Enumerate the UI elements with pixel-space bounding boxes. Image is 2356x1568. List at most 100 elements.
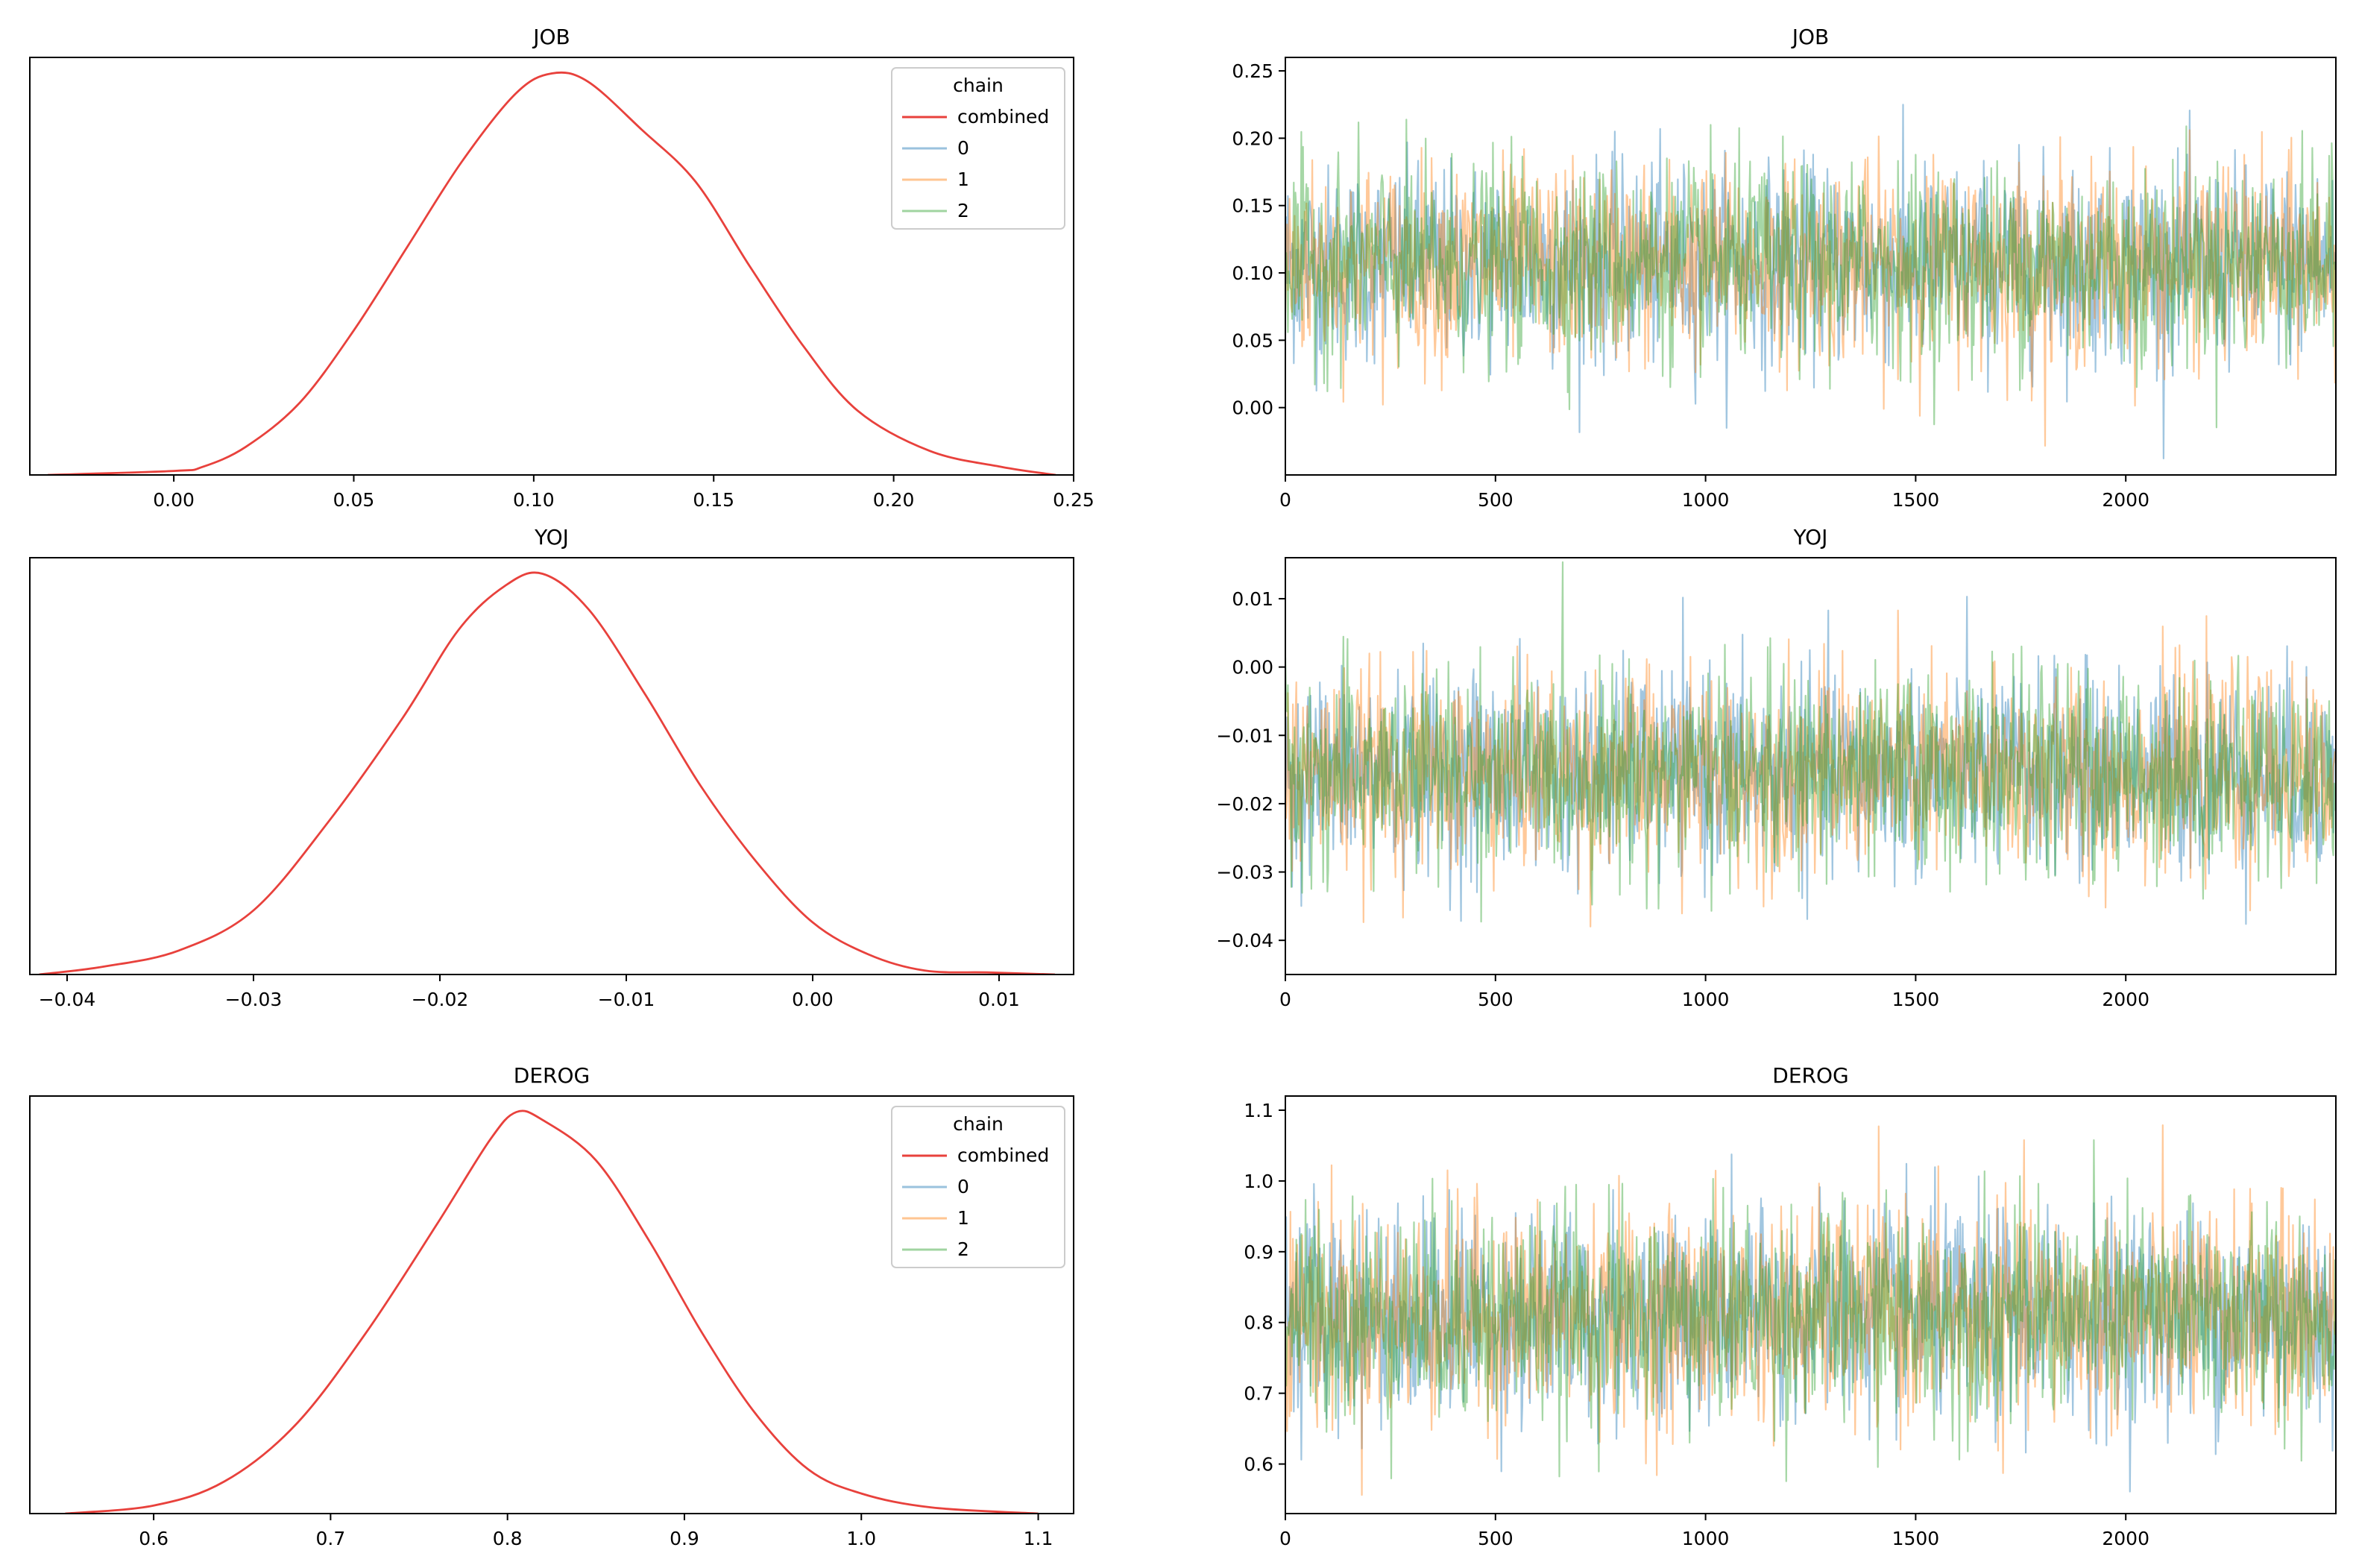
- y-tick-label: 0.01: [1232, 588, 1273, 610]
- chart-panel-2: YOJ −0.04 −0.03 −0.02 −0.01 0.00 0.01: [29, 525, 1074, 1010]
- x-tick-label: 0.8: [493, 1528, 523, 1549]
- y-tick-label: 1.0: [1244, 1171, 1273, 1192]
- x-tick-label: 0.15: [693, 489, 734, 511]
- legend-title: chain: [953, 1113, 1004, 1135]
- plot-area: [1285, 561, 2336, 928]
- legend-entry-combined: combined: [957, 1144, 1049, 1166]
- plot-area: [48, 71, 1056, 475]
- x-tick-label: 0: [1279, 989, 1291, 1010]
- chart-panel-4: DEROG 0.6 0.7 0.8 0.9 1.0 1.1 chain combined 0 1 2: [29, 1063, 1074, 1549]
- y-tick-label: 1.1: [1244, 1100, 1273, 1121]
- trace-line-chain-1: [1285, 1124, 2336, 1496]
- y-tick-label: 0.7: [1244, 1383, 1273, 1405]
- y-tick-label: −0.04: [1216, 930, 1273, 951]
- x-tick-label: −0.01: [598, 989, 655, 1010]
- chart-panel-1: JOB 0 500 1000 1500 2000 0.00 0.05 0.10 0.15 0.20 0…: [1232, 25, 2337, 511]
- y-tick-label: 0.05: [1232, 330, 1273, 351]
- x-tick-label: 0: [1279, 489, 1291, 511]
- x-tick-label: 1.1: [1024, 1528, 1053, 1549]
- x-tick-label: 500: [1478, 989, 1514, 1010]
- x-tick-label: 1.0: [846, 1528, 876, 1549]
- axes-frame: [29, 1095, 1074, 1514]
- y-tick-label: 0.15: [1232, 195, 1273, 217]
- legend-entry-1: 1: [957, 1207, 969, 1229]
- y-tick-label: 0.8: [1244, 1312, 1273, 1334]
- axes-frame: [1285, 1095, 2337, 1514]
- x-tick-label: 1500: [1892, 1528, 1940, 1549]
- y-tick-label: 0.6: [1244, 1454, 1273, 1476]
- x-tick-label: 500: [1478, 1528, 1514, 1549]
- trace-line-chain-1: [1285, 609, 2336, 928]
- trace-line-chain-0: [1285, 596, 2336, 925]
- x-tick-label: 0.01: [978, 989, 1020, 1010]
- chart-title: JOB: [532, 25, 570, 49]
- axes-frame: [1285, 557, 2337, 975]
- x-tick-label: 0.6: [139, 1528, 168, 1549]
- trace-line-chain-2: [1285, 119, 2336, 429]
- axes-frame: [29, 557, 1074, 975]
- x-tick-label: 1500: [1892, 489, 1940, 511]
- kde-line-combined: [65, 1109, 1039, 1514]
- x-tick-label: 0.10: [513, 489, 555, 511]
- trace-line-chain-0: [1285, 1153, 2336, 1493]
- x-tick-label: 0.7: [316, 1528, 346, 1549]
- axes-frame: [1285, 57, 2337, 476]
- trace-line-chain-1: [1285, 129, 2336, 447]
- x-tick-label: 0.25: [1053, 489, 1094, 511]
- chart-panel-3: YOJ 0 500 1000 1500 2000 −0.04 −0.03 −0.02 −0.01 0…: [1216, 525, 2337, 1010]
- kde-line-combined: [39, 571, 1056, 975]
- x-tick-label: −0.04: [39, 989, 96, 1010]
- y-tick-label: 0.00: [1232, 397, 1273, 419]
- legend-box: [891, 1106, 1065, 1268]
- x-tick-label: 2000: [2102, 1528, 2149, 1549]
- x-tick-label: 1000: [1682, 1528, 1730, 1549]
- chart-title: DEROG: [1772, 1063, 1848, 1088]
- trace-line-chain-0: [1285, 104, 2336, 459]
- y-tick-label: 0.9: [1244, 1241, 1273, 1263]
- axes-frame: [29, 57, 1074, 476]
- x-tick-label: 2000: [2102, 489, 2149, 511]
- x-tick-label: 0.20: [873, 489, 915, 511]
- y-tick-label: −0.01: [1216, 725, 1273, 746]
- x-tick-label: 1000: [1682, 989, 1730, 1010]
- legend-entry-0: 0: [957, 137, 969, 159]
- legend-entry-2: 2: [957, 200, 969, 221]
- chart-title: YOJ: [1793, 525, 1828, 550]
- plot-area: [1285, 104, 2336, 459]
- y-tick-label: 0.25: [1232, 60, 1273, 82]
- y-tick-label: 0.20: [1232, 127, 1273, 149]
- x-tick-label: 0: [1279, 1528, 1291, 1549]
- x-tick-label: 0.00: [153, 489, 195, 511]
- plot-area: [1285, 1124, 2336, 1496]
- legend-entry-2: 2: [957, 1238, 969, 1260]
- legend-box: [891, 67, 1065, 230]
- plot-area: [39, 571, 1056, 975]
- chart-title: YOJ: [534, 525, 569, 550]
- plot-area: [65, 1109, 1039, 1514]
- legend: chain combined 0 1 2: [891, 1106, 1065, 1268]
- y-tick-label: −0.03: [1216, 862, 1273, 884]
- legend-entry-0: 0: [957, 1176, 969, 1197]
- legend: chain combined 0 1 2: [891, 67, 1065, 230]
- kde-line-combined: [48, 71, 1056, 475]
- y-tick-label: −0.02: [1216, 793, 1273, 815]
- trace-line-chain-2: [1285, 561, 2336, 923]
- x-tick-label: 1000: [1682, 489, 1730, 511]
- chart-panel-5: DEROG 0 500 1000 1500 2000 0.6 0.7 0.8 0.9 1.0 1.1: [1244, 1063, 2337, 1549]
- x-tick-label: −0.02: [412, 989, 469, 1010]
- x-tick-label: 2000: [2102, 989, 2149, 1010]
- y-tick-label: 0.10: [1232, 262, 1273, 284]
- x-tick-label: −0.03: [225, 989, 283, 1010]
- x-tick-label: 0.05: [333, 489, 375, 511]
- legend-entry-1: 1: [957, 169, 969, 190]
- trace-line-chain-2: [1285, 1139, 2336, 1482]
- x-tick-label: 1500: [1892, 989, 1940, 1010]
- x-tick-label: 0.9: [670, 1528, 699, 1549]
- x-tick-label: 500: [1478, 489, 1514, 511]
- chart-title: JOB: [1791, 25, 1830, 49]
- x-tick-label: 0.00: [792, 989, 834, 1010]
- legend-title: chain: [953, 75, 1004, 96]
- legend-entry-combined: combined: [957, 106, 1049, 127]
- y-tick-label: 0.00: [1232, 657, 1273, 678]
